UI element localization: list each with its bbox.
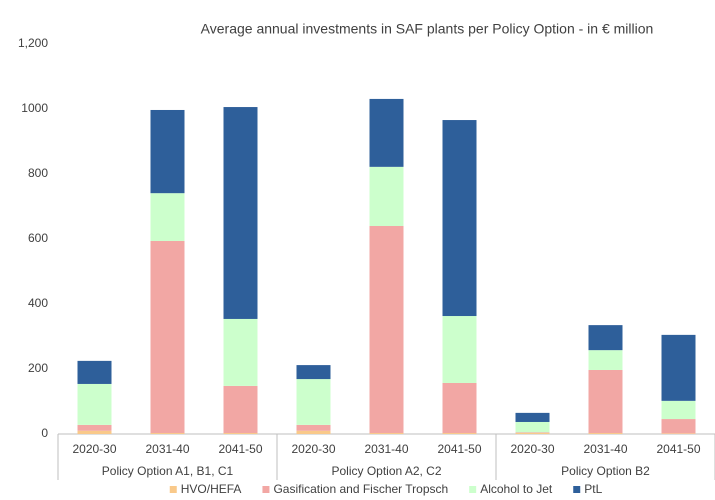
x-tick-label: 2041-50: [218, 442, 262, 456]
bar-segment: [369, 98, 404, 167]
bar-segment: [588, 369, 623, 434]
x-tick-label: 2031-40: [364, 442, 408, 456]
y-tick-label: 1,200: [18, 36, 48, 50]
bar-segment: [588, 325, 623, 351]
bar-segment: [223, 433, 258, 434]
legend-label: HVO/HEFA: [181, 482, 242, 496]
y-tick-label: 400: [28, 296, 48, 310]
x-tick-label: 2020-30: [72, 442, 116, 456]
y-tick-label: 200: [28, 361, 48, 375]
bar-segment: [296, 365, 331, 380]
y-tick-label: 600: [28, 231, 48, 245]
group-label: Policy Option A2, C2: [331, 464, 441, 478]
bar-segment: [515, 433, 550, 434]
bar-segment: [661, 433, 696, 434]
bar-segment: [442, 382, 477, 434]
bar-segment: [296, 424, 331, 431]
bar-segment: [223, 318, 258, 386]
group-label: Policy Option B2: [561, 464, 650, 478]
bar-segment: [369, 433, 404, 434]
y-tick-label: 1000: [21, 101, 48, 115]
chart-title: Average annual investments in SAF plants…: [201, 21, 654, 37]
bar-segment: [150, 109, 185, 194]
legend-label: Alcohol to Jet: [480, 482, 553, 496]
bar-segment: [77, 360, 112, 384]
bar-segment: [661, 400, 696, 420]
x-tick-label: 2041-50: [656, 442, 700, 456]
bar-segment: [369, 166, 404, 226]
legend-swatch: [169, 486, 177, 493]
y-tick-label: 800: [28, 166, 48, 180]
bar-segment: [515, 412, 550, 422]
bar-segment: [515, 432, 550, 434]
bar-segment: [296, 379, 331, 425]
bar-segment: [150, 240, 185, 434]
bar-segment: [296, 430, 331, 434]
legend-swatch: [469, 486, 477, 493]
x-tick-label: 2020-30: [291, 442, 335, 456]
x-tick-label: 2041-50: [437, 442, 481, 456]
legend-swatch: [262, 486, 270, 493]
x-tick-label: 2031-40: [583, 442, 627, 456]
bar-segment: [77, 383, 112, 425]
bar-segment: [515, 421, 550, 433]
legend-swatch: [573, 486, 581, 493]
y-tick-label: 0: [41, 426, 48, 440]
bar-segment: [223, 385, 258, 434]
bar-segment: [588, 433, 623, 434]
bar-segment: [150, 433, 185, 434]
bar-segment: [150, 193, 185, 241]
x-tick-label: 2031-40: [145, 442, 189, 456]
bar-segment: [223, 107, 258, 319]
bar-segment: [77, 424, 112, 431]
bar-segment: [661, 334, 696, 401]
x-tick-label: 2020-30: [510, 442, 554, 456]
bar-segment: [77, 430, 112, 434]
bar-segment: [369, 226, 404, 434]
legend-label: Gasification and Fischer Tropsch: [273, 482, 448, 496]
bar-segment: [661, 419, 696, 434]
bar-segment: [588, 350, 623, 370]
group-label: Policy Option A1, B1, C1: [102, 464, 234, 478]
bar-segment: [442, 120, 477, 317]
bar-segment: [442, 316, 477, 383]
legend-label: PtL: [584, 482, 602, 496]
bar-segment: [442, 433, 477, 434]
